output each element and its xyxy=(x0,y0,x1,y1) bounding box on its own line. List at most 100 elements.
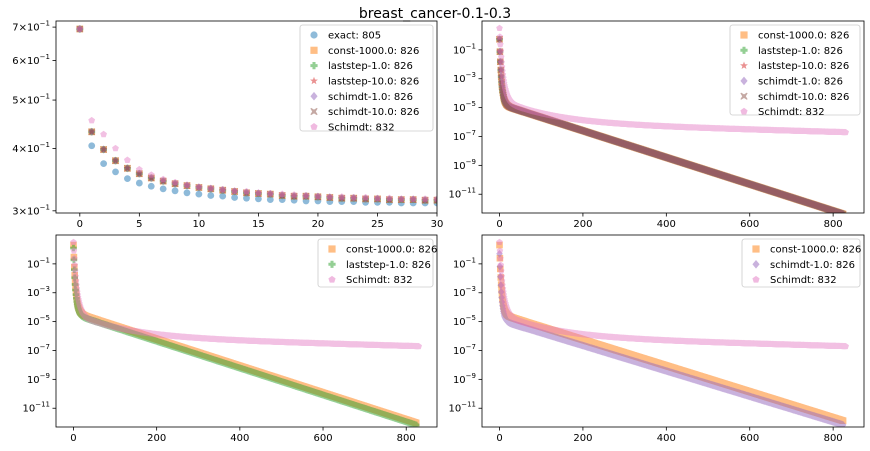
data-point xyxy=(263,338,270,345)
data-point xyxy=(100,320,108,328)
data-point xyxy=(792,127,799,134)
data-point xyxy=(686,123,693,131)
data-point xyxy=(88,316,96,324)
data-point xyxy=(314,192,322,200)
data-point xyxy=(497,40,504,48)
data-point xyxy=(801,127,809,134)
legend-marker xyxy=(328,260,336,268)
data-point xyxy=(596,118,603,125)
data-point xyxy=(125,326,132,333)
data-point xyxy=(670,123,678,130)
data-point xyxy=(163,331,170,339)
data-point xyxy=(636,121,643,128)
data-point xyxy=(99,320,106,327)
y-tick-label: 10−5 xyxy=(27,314,50,328)
data-point xyxy=(74,293,82,301)
legend-entry: schimdt-1.0: 826 xyxy=(758,77,843,88)
legend-marker xyxy=(310,123,318,130)
data-point xyxy=(544,111,552,118)
data-point xyxy=(514,102,521,109)
data-point xyxy=(628,121,636,128)
data-point xyxy=(608,119,615,126)
data-point xyxy=(171,187,179,195)
data-point xyxy=(508,98,515,106)
data-point xyxy=(314,339,322,347)
data-point xyxy=(180,333,188,340)
data-point xyxy=(139,328,146,336)
data-point xyxy=(351,341,358,348)
data-point xyxy=(96,319,103,326)
data-point xyxy=(790,127,798,134)
data-point xyxy=(782,127,789,134)
x-tick-label: 800 xyxy=(824,219,843,230)
data-point xyxy=(300,339,308,346)
legend-entry: schimdt-1.0: 826 xyxy=(328,92,413,103)
data-point xyxy=(697,124,704,131)
data-point xyxy=(393,342,401,349)
data-point xyxy=(767,126,774,133)
data-point xyxy=(319,340,327,347)
data-point xyxy=(84,314,91,321)
data-point xyxy=(112,323,120,331)
data-point xyxy=(645,122,653,129)
data-point xyxy=(834,128,842,135)
data-point xyxy=(355,341,363,348)
data-point xyxy=(71,274,78,282)
data-point xyxy=(101,321,109,328)
data-point xyxy=(654,122,662,129)
data-point xyxy=(638,121,646,128)
data-point xyxy=(839,128,846,135)
data-point xyxy=(603,119,610,126)
data-point xyxy=(255,190,262,197)
data-point xyxy=(691,124,698,131)
data-point xyxy=(302,191,310,199)
data-point xyxy=(78,307,86,314)
data-point xyxy=(558,113,566,121)
data-point xyxy=(280,338,288,345)
data-point xyxy=(295,339,303,346)
data-point xyxy=(135,328,142,335)
data-point xyxy=(514,102,522,110)
data-point xyxy=(363,341,370,348)
data-point xyxy=(763,126,770,133)
data-point xyxy=(673,123,680,130)
data-point xyxy=(814,128,821,135)
data-point xyxy=(353,341,360,348)
data-point xyxy=(264,338,272,345)
data-point xyxy=(536,109,543,116)
data-point xyxy=(707,124,714,131)
data-point xyxy=(506,97,514,104)
data-point xyxy=(723,125,731,132)
data-point xyxy=(728,125,735,132)
data-point xyxy=(753,126,760,133)
data-point xyxy=(259,337,266,345)
data-point xyxy=(535,109,542,116)
data-point xyxy=(397,342,404,349)
data-point xyxy=(567,115,575,122)
data-point xyxy=(230,336,238,343)
data-point xyxy=(433,196,437,204)
data-point xyxy=(817,128,824,135)
data-point xyxy=(214,335,221,343)
legend-marker xyxy=(310,107,318,116)
data-point xyxy=(838,128,845,135)
data-point xyxy=(231,188,238,195)
y-tick-label: 10−11 xyxy=(22,401,50,415)
data-point xyxy=(628,121,635,128)
data-point xyxy=(743,125,750,133)
data-point xyxy=(592,118,599,125)
data-point xyxy=(842,128,849,136)
panels: 0 5 10 15 20 25 303×10−14×10−15×10−16×10−17×10… xyxy=(12,20,865,444)
data-point xyxy=(254,337,262,344)
data-point xyxy=(496,36,503,43)
data-point xyxy=(408,342,416,349)
series-schimdt-1.0 xyxy=(496,249,847,427)
data-point xyxy=(344,340,352,348)
data-point xyxy=(109,323,116,330)
data-point xyxy=(651,122,658,129)
data-point xyxy=(407,342,415,349)
series-Schimdt xyxy=(76,25,437,202)
data-point xyxy=(643,122,651,129)
data-point xyxy=(154,330,161,338)
data-point xyxy=(522,105,530,112)
